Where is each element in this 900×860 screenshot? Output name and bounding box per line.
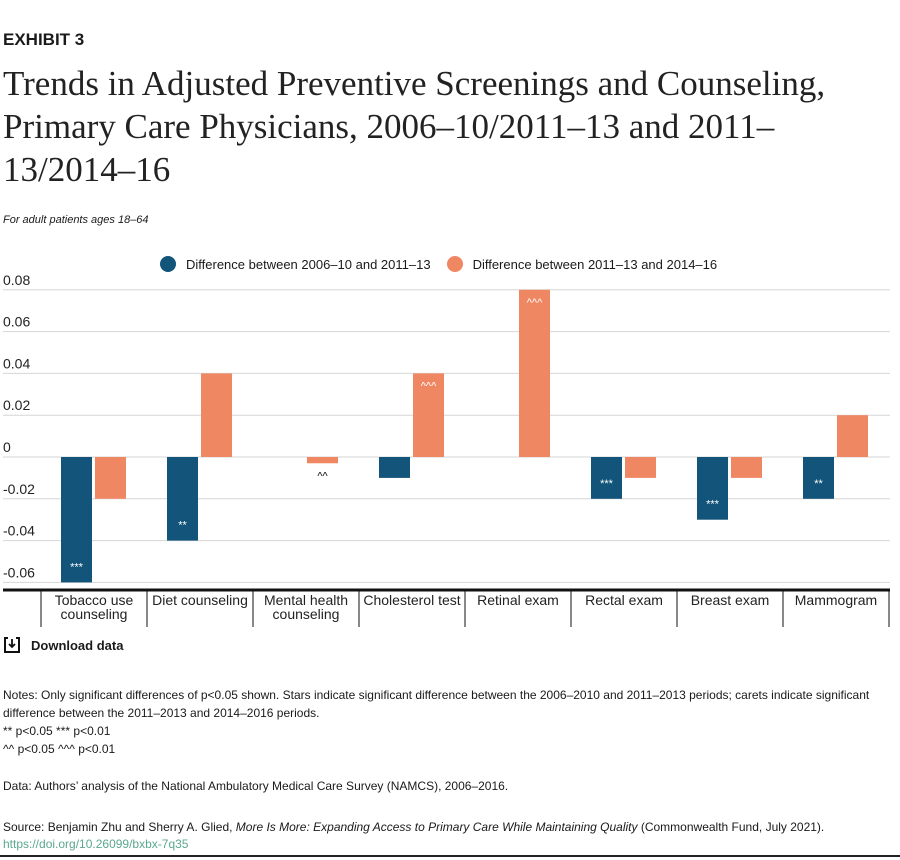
bar-1 [697,457,728,520]
x-tick-label: Retinal exam [477,592,559,608]
y-tick-label: 0.08 [3,272,30,288]
legend-item-series-2: Difference between 2011–13 and 2014–16 [446,256,718,272]
y-tick-label: 0.04 [3,355,30,371]
bar-1 [167,457,198,541]
data-note: Data: Authors’ analysis of the National … [3,779,509,793]
x-tick-label: Diet counseling [152,592,248,608]
y-tick-label: 0.02 [3,397,30,413]
bottom-rule [0,855,900,857]
bar-2 [201,373,232,457]
significance-label: ^^^ [421,380,437,392]
legend: Difference between 2006–10 and 2011–13 D… [160,256,717,272]
bar-2 [519,289,550,457]
bar-2 [307,457,338,464]
chart-subtitle: For adult patients ages 18–64 [3,214,149,226]
chart-title: Trends in Adjusted Preventive Screenings… [3,64,826,189]
bar-1 [591,457,622,499]
notes-carets: ^^ p<0.05 ^^^ p<0.01 [3,742,116,756]
significance-label: *** [706,499,720,511]
bar-2 [625,457,656,478]
bar-2 [837,415,868,457]
notes: Notes: Only significant differences of p… [3,686,893,758]
bar-2 [413,373,444,457]
exhibit-label: EXHIBIT 3 [3,30,85,49]
bar-1 [803,457,834,499]
x-tick-label: Tobacco use [55,592,134,608]
y-tick-label: -0.04 [3,523,35,539]
legend-label: Difference between 2011–13 and 2014–16 [472,256,718,272]
bar-1 [379,457,410,478]
y-tick-label: 0.06 [3,314,30,330]
legend-dot-icon [446,256,463,272]
bar-1 [61,457,92,583]
x-tick-label: Mammogram [795,592,877,608]
notes-text: Notes: Only significant differences of p… [3,688,870,720]
legend-item-series-1: Difference between 2006–10 and 2011–13 [160,256,431,272]
y-tick-label: -0.06 [3,564,35,580]
download-label: Download data [31,637,124,653]
y-tick-label: -0.02 [3,481,35,497]
x-tick-label: Rectal exam [585,592,663,608]
x-tick-label: Mental health [264,592,348,608]
bar-2 [731,457,762,478]
source-title: More Is More: Expanding Access to Primar… [235,820,638,834]
x-tick-label: Cholesterol test [363,592,460,608]
download-icon [4,637,20,653]
notes-stars: ** p<0.05 *** p<0.01 [3,724,111,738]
x-tick-label: counseling [273,606,340,622]
legend-label: Difference between 2006–10 and 2011–13 [186,256,431,272]
significance-label: ^^ [317,470,328,482]
legend-dot-icon [160,256,176,272]
x-tick-label: Breast exam [691,592,770,608]
download-data-button[interactable]: Download data [3,636,123,654]
doi-link[interactable]: https://doi.org/10.26099/bxbx-7q35 [3,837,189,851]
significance-label: ** [814,478,823,490]
bar-2 [95,457,126,499]
y-tick-label: 0 [3,439,11,455]
source-suffix: (Commonwealth Fund, July 2021). [637,820,825,834]
significance-label: *** [600,478,614,490]
x-tick-label: counseling [61,606,128,622]
source: Source: Benjamin Zhu and Sherry A. Glied… [3,819,824,853]
source-prefix: Source: Benjamin Zhu and Sherry A. Glied… [3,820,236,834]
significance-label: ^^^ [527,297,543,309]
significance-label: *** [70,561,84,573]
bar-chart: 0.080.060.040.020-0.02-0.04-0.06 *****^^^… [3,272,890,627]
significance-label: ** [178,520,187,532]
